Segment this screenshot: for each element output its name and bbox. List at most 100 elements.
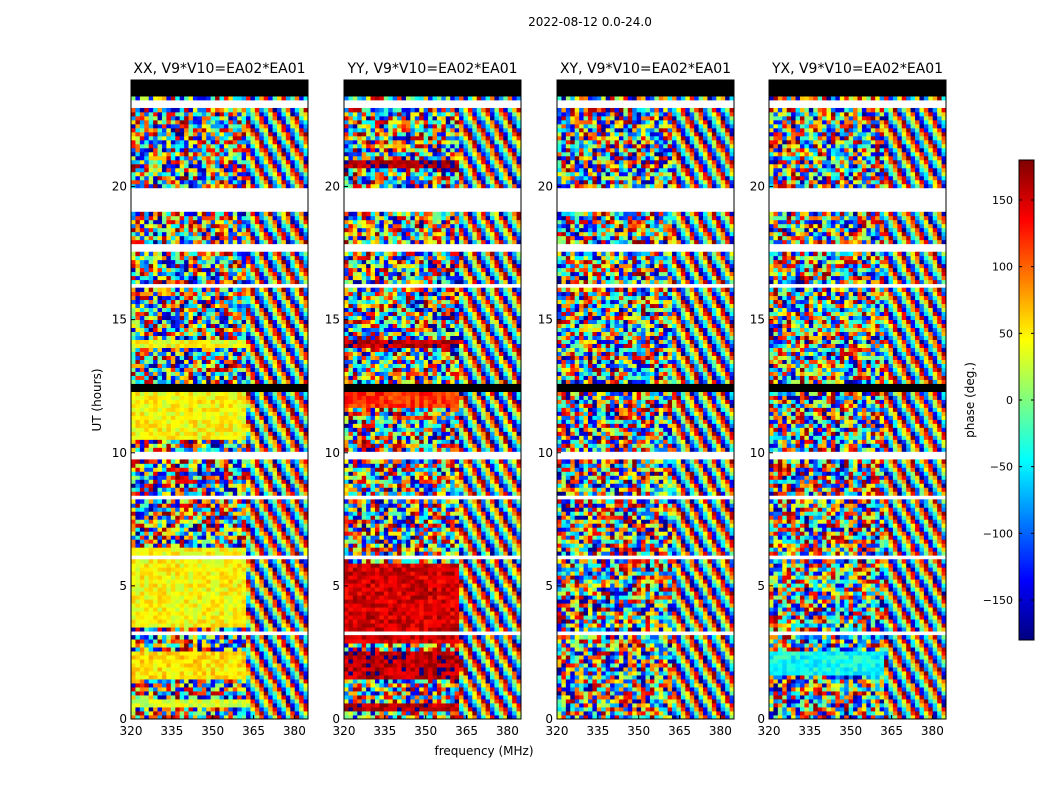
heatmap-cell (237, 299, 243, 305)
heatmap-cell (197, 331, 203, 336)
heatmap-cell (188, 659, 194, 664)
heatmap-cell (192, 531, 198, 536)
heatmap-cell (232, 379, 238, 384)
heatmap-cell (290, 499, 296, 504)
heatmap-cell (223, 371, 229, 376)
heatmap-cell (219, 295, 225, 301)
heatmap-cell (290, 303, 296, 309)
heatmap-cell (281, 583, 287, 588)
heatmap-cell (272, 647, 278, 652)
heatmap-cell (228, 223, 234, 229)
heatmap-cell (135, 507, 141, 512)
heatmap-cell (281, 695, 287, 700)
heatmap-cell (135, 235, 141, 241)
heatmap-cell (135, 523, 141, 528)
heatmap-cell (228, 655, 234, 660)
heatmap-cell (281, 415, 287, 420)
heatmap-cell (303, 487, 308, 492)
heatmap-cell (241, 407, 247, 412)
heatmap-cell (139, 507, 145, 512)
heatmap-cell (219, 411, 225, 416)
heatmap-cell (157, 391, 163, 396)
heatmap-cell (241, 699, 247, 704)
heatmap-cell (263, 623, 269, 628)
heatmap-cell (148, 519, 154, 524)
heatmap-cell (246, 627, 251, 632)
heatmap-cell (139, 499, 145, 504)
heatmap-cell (179, 315, 185, 321)
heatmap-cell (219, 591, 225, 596)
heatmap-cell (228, 355, 234, 360)
heatmap-cell (272, 171, 278, 177)
heatmap-cell (175, 255, 181, 261)
heatmap-cell (241, 483, 247, 488)
heatmap-cell (237, 491, 243, 496)
heatmap-cell (299, 675, 304, 680)
heatmap-cell (197, 595, 203, 600)
heatmap-cell (175, 411, 181, 416)
heatmap-cell (228, 559, 234, 564)
heatmap-cell (157, 267, 163, 273)
heatmap-cell (259, 299, 265, 305)
heatmap-cell (259, 535, 265, 540)
heatmap-cell (263, 287, 269, 293)
heatmap-cell (153, 407, 158, 412)
heatmap-cell (210, 579, 216, 584)
heatmap-cell (188, 667, 194, 672)
heatmap-cell (153, 239, 158, 245)
heatmap-cell (246, 311, 251, 317)
heatmap-cell (268, 667, 273, 672)
heatmap-cell (131, 611, 136, 616)
heatmap-cell (277, 447, 282, 452)
heatmap-cell (228, 403, 234, 408)
heatmap-cell (268, 379, 273, 384)
heatmap-cell (223, 703, 229, 708)
heatmap-cell (166, 395, 172, 400)
heatmap-cell (153, 683, 158, 688)
heatmap-cell (290, 475, 296, 480)
heatmap-cell (188, 323, 194, 329)
heatmap-cell (268, 375, 273, 380)
heatmap-cell (175, 655, 181, 660)
heatmap-cell (184, 171, 189, 177)
heatmap-cell (219, 643, 225, 648)
heatmap-cell (201, 219, 207, 225)
heatmap-cell (139, 599, 145, 604)
heatmap-cell (272, 655, 278, 660)
heatmap-cell (139, 399, 145, 404)
heatmap-cell (254, 571, 260, 576)
heatmap-cell (250, 511, 256, 516)
flagged-row (131, 387, 308, 393)
heatmap-cell (148, 411, 154, 416)
heatmap-cell (259, 707, 265, 712)
heatmap-cell (139, 271, 145, 277)
heatmap-cell (272, 707, 278, 712)
heatmap-cell (206, 599, 212, 604)
heatmap-cell (232, 607, 238, 612)
heatmap-cell (272, 315, 278, 321)
heatmap-cell (139, 299, 145, 305)
heatmap-cell (228, 539, 234, 544)
heatmap-cell (263, 159, 269, 165)
heatmap-cell (170, 239, 176, 245)
heatmap-cell (135, 619, 141, 624)
heatmap-cell (206, 559, 212, 564)
heatmap-cell (290, 635, 296, 640)
heatmap-cell (170, 647, 176, 652)
heatmap-cell (228, 343, 234, 348)
heatmap-cell (210, 531, 216, 536)
heatmap-cell (144, 707, 150, 712)
heatmap-cell (139, 695, 145, 700)
heatmap-cell (188, 471, 194, 476)
heatmap-cell (285, 367, 291, 372)
heatmap-cell (210, 623, 216, 628)
heatmap-cell (290, 275, 296, 281)
heatmap-cell (153, 347, 158, 352)
heatmap-cell (272, 271, 278, 277)
heatmap-cell (184, 271, 189, 277)
heatmap-cell (268, 483, 273, 488)
heatmap-cell (228, 511, 234, 516)
heatmap-cell (285, 271, 291, 277)
heatmap-cell (250, 515, 256, 520)
heatmap-cell (268, 183, 273, 189)
